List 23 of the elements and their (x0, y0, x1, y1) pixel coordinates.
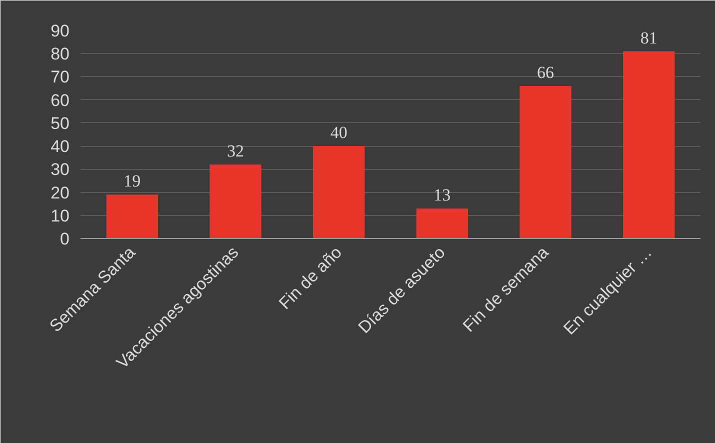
data-label: 40 (330, 123, 348, 142)
y-tick-label: 80 (50, 44, 70, 64)
y-tick-label: 70 (50, 68, 70, 87)
bar (520, 86, 572, 238)
y-tick-label: 0 (60, 230, 70, 248)
bar (106, 194, 158, 238)
y-tick-label: 60 (50, 90, 70, 110)
y-tick-label: 40 (50, 137, 70, 156)
y-tick-label: 30 (50, 160, 70, 180)
data-label: 13 (434, 185, 451, 204)
y-tick-label: 10 (50, 206, 70, 226)
data-label: 81 (640, 28, 658, 48)
bar (313, 146, 365, 238)
y-tick-label: 90 (50, 22, 70, 40)
bar (210, 164, 262, 238)
data-label: 19 (124, 172, 141, 191)
y-tick-label: 20 (50, 183, 70, 202)
bar (416, 208, 468, 238)
data-label: 66 (537, 62, 554, 82)
x-tick-label: Fin de año (275, 242, 346, 314)
data-label: 32 (227, 142, 244, 161)
y-tick-label: 50 (50, 114, 70, 133)
bar (623, 51, 675, 238)
